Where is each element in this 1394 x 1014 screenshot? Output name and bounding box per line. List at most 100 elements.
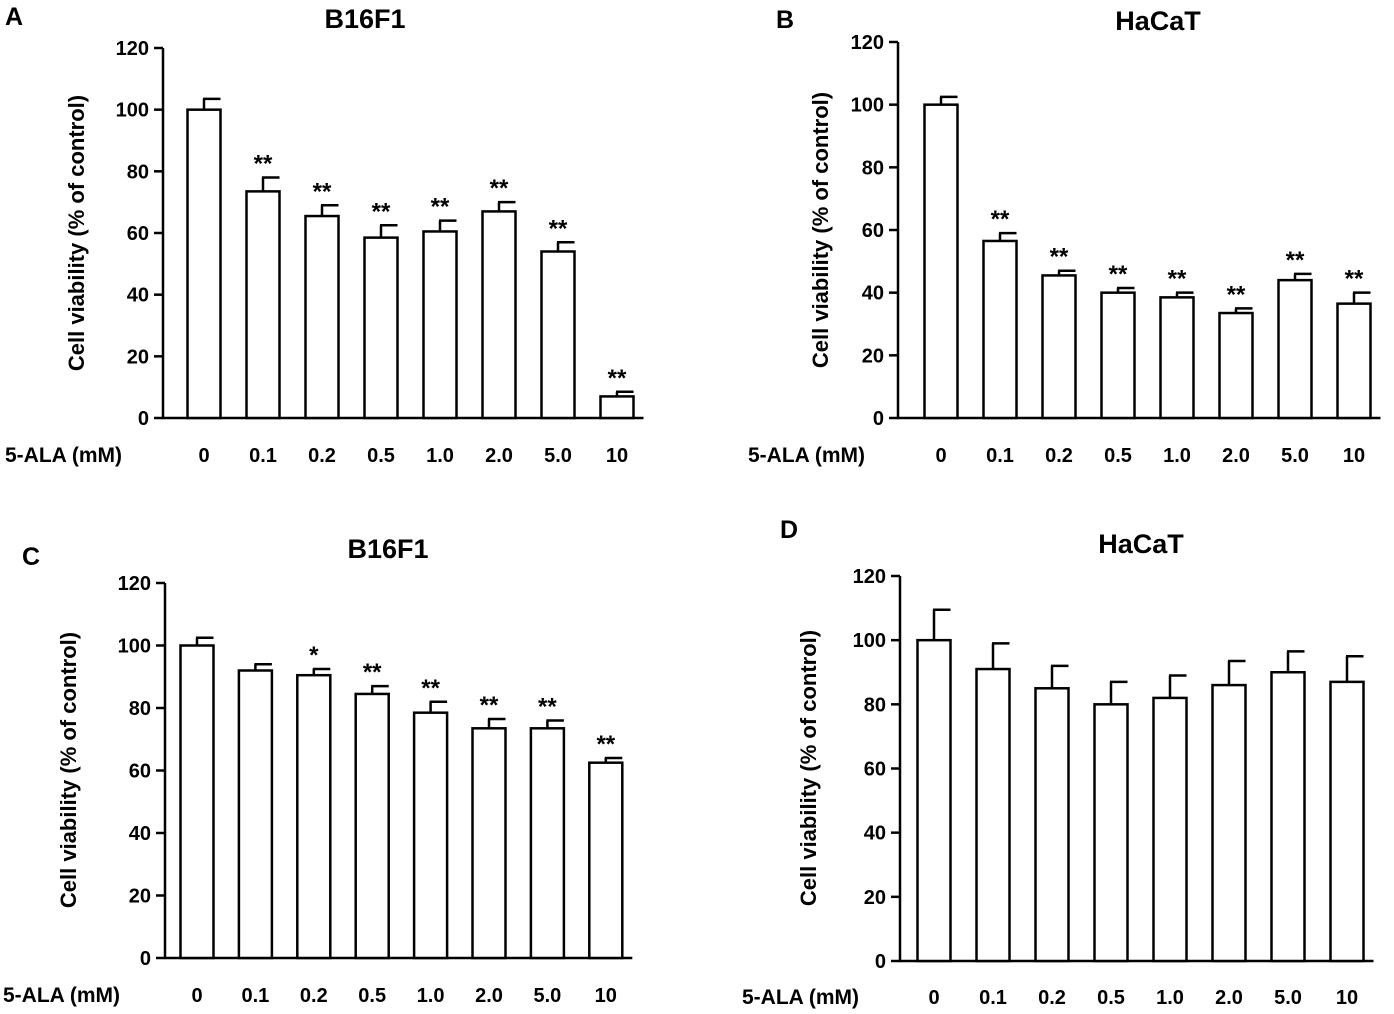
x-tick-label: 0.1 (986, 445, 1014, 467)
bar (982, 239, 1018, 420)
bar (975, 667, 1011, 963)
x-tick-label: 2.0 (475, 985, 503, 1007)
bar (1329, 680, 1365, 963)
y-tick-label: 120 (851, 32, 884, 54)
bar (1277, 278, 1313, 420)
bar (1093, 703, 1129, 963)
y-tick-label: 120 (853, 566, 886, 588)
y-tick-label: 20 (862, 345, 884, 367)
y-tick-label: 80 (129, 698, 151, 720)
x-tick-label: 5.0 (544, 445, 572, 467)
x-tick-label: 0 (198, 445, 209, 467)
y-tick-label: 20 (864, 887, 886, 909)
panel-letter: C (22, 543, 40, 571)
bar (1100, 291, 1136, 420)
bar (529, 727, 566, 960)
x-tick-label: 1.0 (417, 985, 445, 1007)
y-tick-label: 120 (116, 38, 149, 60)
bar (1159, 296, 1195, 420)
bar (540, 250, 576, 420)
y-tick-label: 60 (864, 759, 886, 781)
x-tick-label: 1.0 (426, 445, 454, 467)
bar (186, 108, 222, 420)
y-axis-title: Cell viability (% of control) (64, 95, 89, 371)
y-tick-label: 40 (127, 285, 149, 307)
bar (1270, 671, 1306, 963)
y-tick-label: 40 (864, 823, 886, 845)
chart-title: HaCaT (1115, 6, 1201, 36)
y-tick-label: 60 (862, 220, 884, 242)
y-tick-label: 0 (875, 951, 886, 973)
x-axis-title: 5-ALA (mM) (5, 444, 122, 467)
y-axis-title: Cell viability (% of control) (56, 632, 81, 908)
x-tick-label: 2.0 (485, 445, 513, 467)
y-axis-title: Cell viability (% of control) (808, 92, 833, 368)
bar (588, 761, 624, 960)
bar (296, 673, 332, 960)
x-tick-label: 10 (606, 445, 628, 467)
x-tick-label: 10 (595, 985, 617, 1007)
y-tick-label: 40 (129, 823, 151, 845)
significance-label: ** (1109, 261, 1128, 288)
x-tick-label: 0.5 (1104, 445, 1132, 467)
x-tick-label: 0.5 (1097, 987, 1125, 1009)
significance-label: ** (431, 194, 450, 221)
y-tick-label: 20 (129, 886, 151, 908)
x-tick-label: 0.2 (300, 985, 328, 1007)
chart-title: B16F1 (347, 534, 428, 564)
bar (1041, 274, 1077, 420)
x-tick-label: 0.1 (249, 445, 277, 467)
significance-label: ** (363, 659, 382, 686)
significance-label: ** (421, 675, 440, 702)
significance-label: ** (1286, 247, 1305, 274)
y-tick-label: 40 (862, 283, 884, 305)
significance-label: ** (254, 151, 273, 178)
panel-letter: D (780, 516, 798, 544)
bar (354, 692, 390, 960)
x-tick-label: 0.2 (308, 445, 336, 467)
y-tick-label: 100 (853, 630, 886, 652)
significance-label: ** (1168, 266, 1187, 293)
y-tick-label: 0 (138, 408, 149, 430)
bar (916, 638, 952, 963)
significance-label: ** (538, 694, 557, 721)
bar (237, 669, 274, 960)
significance-label: ** (1227, 281, 1246, 308)
bar (471, 727, 507, 960)
x-tick-label: 0.5 (358, 985, 386, 1007)
y-tick-label: 100 (118, 636, 151, 658)
y-tick-label: 80 (127, 161, 149, 183)
x-tick-label: 0.1 (979, 987, 1007, 1009)
x-tick-label: 0 (191, 985, 202, 1007)
chart-title: HaCaT (1098, 529, 1184, 559)
y-tick-label: 100 (116, 100, 149, 122)
bar (422, 230, 458, 420)
x-tick-label: 0 (928, 987, 939, 1009)
y-tick-label: 60 (127, 223, 149, 245)
bar (599, 395, 635, 420)
x-tick-label: 0.5 (367, 445, 395, 467)
panel-letter: B (776, 6, 794, 34)
bar (1218, 311, 1254, 420)
x-tick-label: 1.0 (1156, 987, 1184, 1009)
bar (1152, 696, 1188, 963)
bar (412, 711, 449, 960)
x-axis-title: 5-ALA (mM) (3, 984, 120, 1007)
significance-label: ** (1050, 244, 1069, 271)
x-tick-label: 0.2 (1038, 987, 1066, 1009)
bar (304, 214, 340, 420)
y-axis-title: Cell viability (% of control) (796, 630, 821, 906)
significance-label: ** (490, 175, 509, 202)
y-tick-label: 100 (851, 95, 884, 117)
x-tick-label: 10 (1336, 987, 1358, 1009)
y-tick-label: 20 (127, 346, 149, 368)
x-tick-label: 2.0 (1222, 445, 1250, 467)
x-axis-title: 5-ALA (mM) (748, 444, 865, 467)
chart-title: B16F1 (324, 4, 405, 34)
bar (1034, 687, 1070, 963)
